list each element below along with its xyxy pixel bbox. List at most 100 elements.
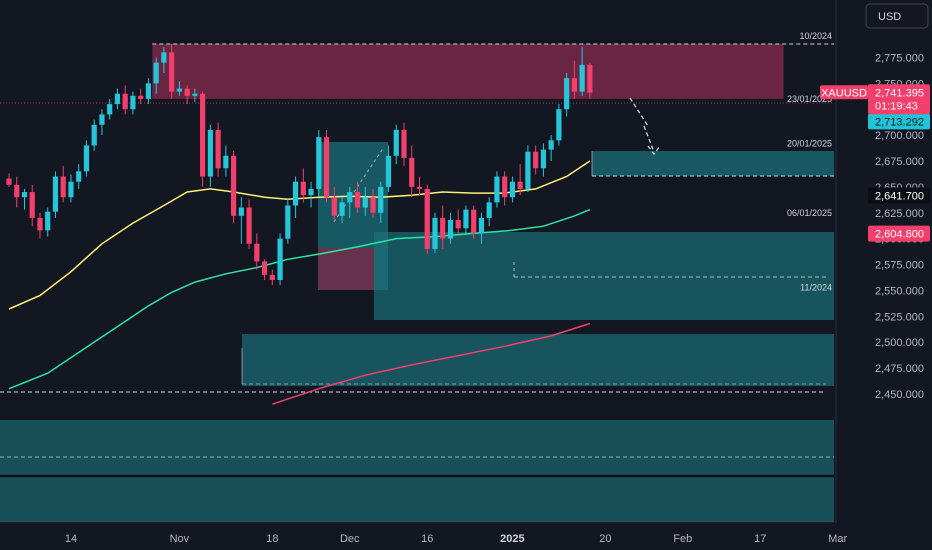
- candle: [238, 197, 244, 244]
- time-tick-label: Feb: [673, 533, 692, 545]
- time-tick-label: 14: [65, 533, 77, 545]
- candle: [161, 47, 167, 74]
- candle-body: [494, 176, 500, 203]
- price-tick-label: 2,525.000: [875, 311, 924, 323]
- candle: [6, 173, 12, 187]
- candle: [533, 145, 539, 175]
- candle: [261, 259, 268, 281]
- candle: [370, 188, 376, 218]
- candle-body: [362, 197, 368, 208]
- demand-zone-lower: [0, 420, 834, 522]
- candle: [76, 164, 82, 189]
- candle: [447, 212, 454, 244]
- candle-body: [114, 93, 121, 105]
- candle: [83, 140, 90, 177]
- candle: [471, 205, 477, 239]
- candle-body: [21, 192, 28, 198]
- currency-button[interactable]: USD: [865, 3, 929, 29]
- candle: [292, 176, 299, 218]
- currency-button-frame[interactable]: [865, 3, 929, 29]
- price-axis[interactable]: 2,775.0002,750.0002,725.0002,700.0002,67…: [875, 53, 924, 401]
- candle-body: [393, 129, 399, 156]
- candle: [393, 124, 399, 165]
- candle: [200, 91, 206, 187]
- price-tag-bg: [868, 225, 930, 242]
- demand-zone-20-01: [592, 151, 834, 176]
- candle-body: [378, 186, 384, 213]
- zone-label: 23/01/2025: [787, 94, 832, 104]
- candle-body: [223, 155, 229, 169]
- candle: [107, 98, 113, 120]
- candle-body: [192, 93, 198, 96]
- price-tick-label: 2,625.000: [875, 208, 924, 220]
- candle-body: [145, 83, 152, 99]
- zone-label: 06/01/2025: [787, 208, 832, 218]
- candle-body: [200, 93, 206, 177]
- candle: [486, 197, 492, 227]
- time-tick-label: 17: [754, 533, 766, 545]
- candle-body: [533, 151, 539, 169]
- candle: [494, 171, 500, 208]
- current-price-bg: [868, 84, 930, 115]
- candle-body: [300, 181, 306, 196]
- candle-body: [91, 124, 97, 146]
- time-tick-label: 16: [421, 533, 433, 545]
- candle-body: [215, 129, 221, 169]
- candle-body: [548, 140, 554, 150]
- candle: [223, 145, 229, 177]
- candle-body: [347, 192, 353, 203]
- time-tick-label: Dec: [340, 533, 360, 545]
- time-axis[interactable]: 14 Nov 18 Dec 16 2025 20 Feb 17 Mar: [65, 533, 848, 545]
- candle-body: [238, 207, 244, 216]
- candle: [192, 88, 198, 103]
- candle: [347, 186, 353, 218]
- ema-mid-line: [8, 208, 591, 390]
- price-tick-label: 2,675.000: [875, 156, 924, 168]
- candle: [316, 129, 322, 198]
- candle-body: [323, 137, 330, 198]
- candle-body: [308, 188, 314, 196]
- candle: [509, 176, 516, 203]
- price-tag-text: 2,604.800: [875, 229, 924, 241]
- candle-body: [99, 114, 105, 125]
- candle: [401, 122, 407, 167]
- candle-body: [440, 217, 446, 239]
- candle: [556, 104, 562, 146]
- supply-zone: [152, 44, 784, 99]
- candle-body: [509, 181, 516, 198]
- zone-label: 20/01/2025: [787, 139, 832, 149]
- candle: [362, 186, 368, 216]
- candle-body: [45, 211, 51, 231]
- candle: [285, 199, 291, 244]
- candle-body: [277, 238, 283, 281]
- candle-body: [161, 52, 167, 63]
- candle-body: [254, 243, 260, 262]
- time-tick-label: Mar: [828, 533, 847, 545]
- candle: [548, 135, 554, 161]
- candle-body: [525, 151, 531, 189]
- candle: [207, 124, 213, 187]
- candle: [254, 233, 260, 270]
- candle: [37, 212, 43, 239]
- candle: [525, 145, 531, 193]
- candle-body: [83, 145, 90, 172]
- candle: [564, 73, 570, 117]
- candle: [409, 145, 415, 198]
- candle-body: [331, 197, 337, 216]
- time-tick-label: 20: [599, 533, 611, 545]
- candle: [169, 44, 175, 99]
- candle-body: [478, 217, 485, 234]
- candle-body: [385, 155, 392, 187]
- candle-body: [540, 149, 547, 169]
- candle: [130, 91, 136, 115]
- candle-body: [176, 88, 182, 92]
- candle: [29, 184, 35, 227]
- candle: [416, 176, 423, 196]
- price-tick-label: 2,550.000: [875, 285, 924, 297]
- candle-body: [207, 129, 213, 177]
- candle: [308, 181, 314, 208]
- price-tag-text: 2,713.292: [875, 116, 924, 128]
- candle: [540, 143, 547, 177]
